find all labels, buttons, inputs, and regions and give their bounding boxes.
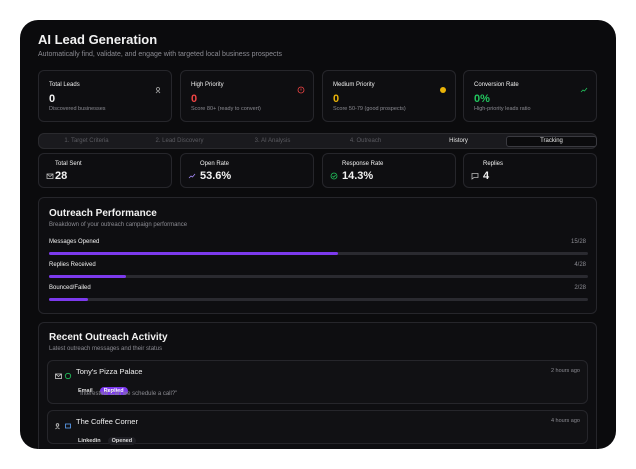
row-label: Bounced/Failed (49, 285, 91, 291)
metric-icon (188, 167, 196, 185)
tab-bar: 1. Target Criteria 2. Lead Discovery 3. AI… (38, 133, 597, 149)
card-subtitle: Breakdown of your outreach campaign perf… (49, 222, 188, 228)
tab[interactable]: 1. Target Criteria (64, 138, 109, 144)
progress-track (49, 298, 588, 301)
icon (440, 87, 446, 93)
row-label: Replies Received (49, 262, 96, 268)
stat-note: High-priority leads ratio (474, 106, 531, 112)
item-tags: Email Replied (78, 379, 131, 397)
item-icons (55, 367, 73, 385)
metric-icon (471, 167, 479, 185)
stat-note: Discovered businesses (49, 106, 106, 112)
metric-card: Total Sent 28 (38, 153, 172, 188)
icon (580, 87, 588, 93)
icon (46, 173, 54, 179)
status-icons (55, 423, 71, 430)
metric-card: Open Rate 53.6% (180, 153, 314, 188)
stat-card: Conversion Rate 0% High-priority leads rat… (463, 70, 597, 122)
progress-track (49, 252, 588, 255)
tab[interactable]: 3. AI Analysis (254, 138, 291, 144)
icon (471, 173, 479, 180)
item-time: 2 hours ago (550, 368, 580, 374)
metric-card: Replies 4 (463, 153, 597, 188)
metric-card: Response Rate 14.3% (322, 153, 456, 188)
tab[interactable]: 4. Outreach (349, 138, 382, 144)
activity-item: The Coffee Corner 4 hours ago Linkedin Open… (47, 410, 588, 447)
stat-label: Conversion Rate (474, 82, 519, 88)
stat-icon (580, 81, 588, 99)
stat-note: Score 50-79 (good prospects) (333, 106, 406, 112)
tab[interactable]: 2. Lead Discovery (155, 138, 204, 144)
page-subtitle: Automatically find, validate, and engage… (38, 51, 282, 58)
card-title: Outreach Performance (49, 208, 157, 219)
metric-value: 14.3% (342, 170, 374, 182)
icon (155, 87, 161, 94)
stat-value: 0 (49, 93, 56, 105)
item-name: The Coffee Corner (76, 417, 138, 426)
progress-track (49, 275, 588, 278)
progress-fill (49, 275, 126, 278)
stat-value: 0% (474, 93, 490, 105)
channel-tag: Linkedin (78, 438, 101, 444)
stat-icon (297, 81, 305, 99)
item-name: Tony's Pizza Palace (76, 367, 143, 376)
tab[interactable]: History (449, 138, 468, 144)
metric-icon (330, 167, 338, 185)
metric-label: Total Sent (55, 161, 82, 167)
stat-label: High Priority (191, 82, 224, 88)
item-time: 4 hours ago (550, 418, 580, 424)
activity-card: Recent Outreach Activity Latest outreach… (38, 322, 597, 449)
icon (188, 173, 196, 179)
metric-label: Response Rate (342, 161, 384, 167)
card-subtitle: Latest outreach messages and their statu… (49, 346, 163, 352)
stat-icon (155, 81, 163, 99)
card-title: Recent Outreach Activity (49, 332, 168, 343)
status-tag: Replied (99, 387, 128, 395)
item-message: "Interested! Can we schedule a call?" (78, 391, 178, 397)
item-icons (55, 417, 73, 435)
metric-icon (46, 167, 54, 185)
progress-fill (49, 298, 88, 301)
icon (330, 172, 338, 180)
stat-card: High Priority 0 Score 80+ (ready to conver… (180, 70, 314, 122)
stat-label: Medium Priority (333, 82, 375, 88)
stat-card: Medium Priority 0 Score 50-79 (good prospe… (322, 70, 456, 122)
icon (297, 86, 305, 94)
metric-value: 4 (483, 170, 490, 182)
row-value: 4/28 (574, 262, 586, 268)
stat-icon (439, 81, 447, 99)
metric-value: 28 (55, 170, 68, 182)
app-panel: AI Lead Generation Automatically find, v… (20, 20, 616, 449)
stat-note: Score 80+ (ready to convert) (191, 106, 261, 112)
metric-label: Replies (483, 161, 504, 167)
performance-card: Outreach Performance Breakdown of your o… (38, 197, 597, 314)
stat-label: Total Leads (49, 82, 80, 88)
row-label: Messages Opened (49, 239, 100, 245)
metric-label: Open Rate (200, 161, 230, 167)
row-value: 2/28 (574, 285, 586, 291)
metric-value: 53.6% (200, 170, 232, 182)
status-tag: Opened (107, 437, 137, 445)
channel-tag: Email (78, 388, 93, 394)
status-icons (55, 372, 72, 380)
progress-fill (49, 252, 338, 255)
item-tags: Linkedin Opened (78, 429, 139, 447)
stat-value: 0 (191, 93, 198, 105)
stat-value: 0 (333, 93, 340, 105)
row-value: 15/28 (570, 239, 586, 245)
tab[interactable]: Tracking (506, 136, 597, 147)
stat-card: Total Leads 0 Discovered businesses (38, 70, 172, 122)
page-title: AI Lead Generation (38, 32, 158, 47)
activity-item: Tony's Pizza Palace 2 hours ago Email Repli… (47, 360, 588, 404)
